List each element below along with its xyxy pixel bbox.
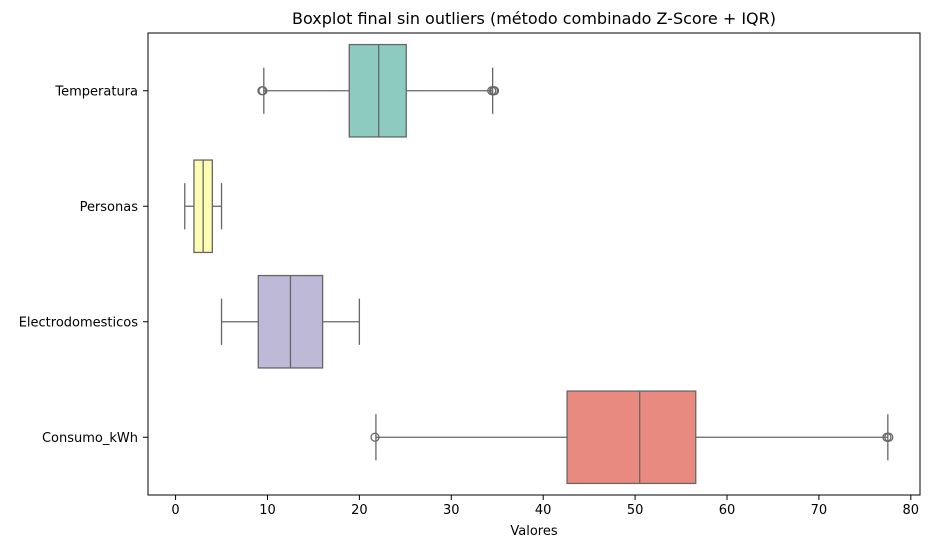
y-tick-label: Electrodomesticos bbox=[19, 315, 139, 330]
x-tick-label: 10 bbox=[259, 503, 276, 518]
x-tick-label: 80 bbox=[903, 503, 920, 518]
y-tick-label: Temperatura bbox=[54, 84, 138, 99]
x-tick-label: 70 bbox=[811, 503, 828, 518]
box-consumo_kwh bbox=[370, 390, 894, 485]
x-axis-label: Valores bbox=[510, 524, 557, 539]
box-body bbox=[348, 43, 407, 138]
x-tick-label: 30 bbox=[443, 503, 460, 518]
y-tick-label: Personas bbox=[80, 200, 139, 215]
outlier-point bbox=[884, 432, 894, 442]
x-tick-label: 60 bbox=[719, 503, 736, 518]
x-tick-label: 20 bbox=[351, 503, 368, 518]
x-axis: 0 10 20 30 40 50 60 70 80 bbox=[171, 495, 919, 518]
outlier-point bbox=[258, 86, 268, 96]
y-tick-label: Consumo_kWh bbox=[42, 431, 138, 446]
box-body bbox=[566, 390, 697, 485]
chart-title: Boxplot final sin outliers (método combi… bbox=[292, 9, 776, 28]
box-temperatura bbox=[257, 43, 500, 138]
y-axis: Temperatura Personas Electrodomesticos Cons… bbox=[19, 84, 148, 446]
x-tick-label: 40 bbox=[535, 503, 552, 518]
box-electrodomesticos bbox=[220, 274, 361, 369]
x-tick-label: 0 bbox=[171, 503, 179, 518]
box-personas bbox=[184, 159, 223, 254]
plot-frame bbox=[147, 32, 921, 496]
box-group bbox=[184, 43, 894, 485]
x-tick-label: 50 bbox=[627, 503, 644, 518]
outlier-point bbox=[370, 432, 380, 442]
outlier-point bbox=[489, 86, 500, 96]
